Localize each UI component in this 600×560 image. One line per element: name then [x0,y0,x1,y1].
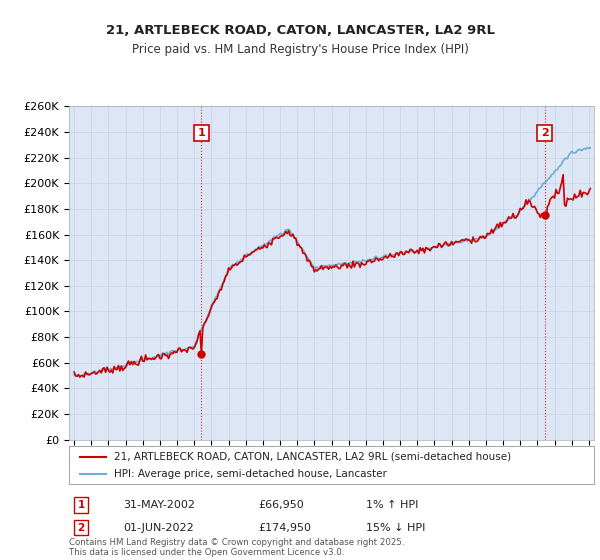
Text: 15% ↓ HPI: 15% ↓ HPI [366,522,425,533]
Text: Price paid vs. HM Land Registry's House Price Index (HPI): Price paid vs. HM Land Registry's House … [131,43,469,56]
Text: Contains HM Land Registry data © Crown copyright and database right 2025.
This d: Contains HM Land Registry data © Crown c… [69,538,404,557]
Text: £66,950: £66,950 [258,500,304,510]
Text: 21, ARTLEBECK ROAD, CATON, LANCASTER, LA2 9RL: 21, ARTLEBECK ROAD, CATON, LANCASTER, LA… [106,24,494,38]
Text: 21, ARTLEBECK ROAD, CATON, LANCASTER, LA2 9RL (semi-detached house): 21, ARTLEBECK ROAD, CATON, LANCASTER, LA… [113,451,511,461]
Text: 1% ↑ HPI: 1% ↑ HPI [366,500,418,510]
Text: 31-MAY-2002: 31-MAY-2002 [123,500,195,510]
Text: 2: 2 [541,128,548,138]
Text: 2: 2 [77,522,85,533]
Text: 1: 1 [77,500,85,510]
Text: £174,950: £174,950 [258,522,311,533]
Text: 1: 1 [197,128,205,138]
Text: HPI: Average price, semi-detached house, Lancaster: HPI: Average price, semi-detached house,… [113,469,386,479]
Text: 01-JUN-2022: 01-JUN-2022 [123,522,194,533]
